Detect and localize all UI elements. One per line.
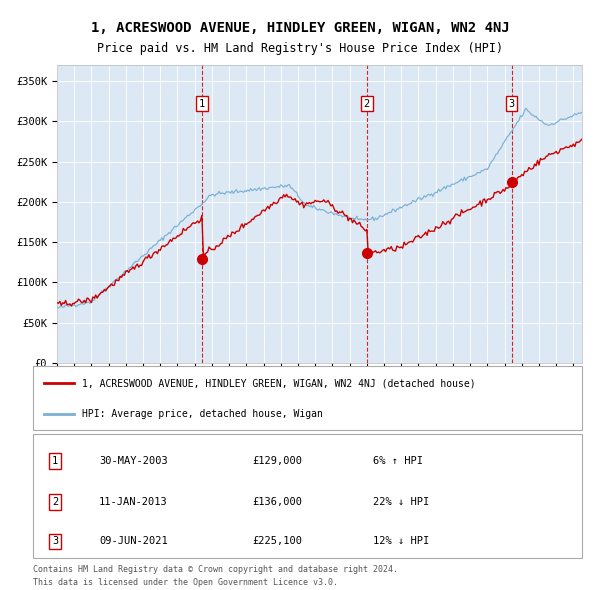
Text: 2: 2 <box>52 497 58 507</box>
Text: 11-JAN-2013: 11-JAN-2013 <box>99 497 167 507</box>
Text: 1, ACRESWOOD AVENUE, HINDLEY GREEN, WIGAN, WN2 4NJ (detached house): 1, ACRESWOOD AVENUE, HINDLEY GREEN, WIGA… <box>82 378 476 388</box>
Text: HPI: Average price, detached house, Wigan: HPI: Average price, detached house, Wiga… <box>82 409 323 418</box>
Text: 30-MAY-2003: 30-MAY-2003 <box>99 456 167 466</box>
FancyBboxPatch shape <box>33 434 582 558</box>
Text: 3: 3 <box>52 536 58 546</box>
FancyBboxPatch shape <box>33 366 582 430</box>
Text: Contains HM Land Registry data © Crown copyright and database right 2024.: Contains HM Land Registry data © Crown c… <box>33 565 398 575</box>
Text: Price paid vs. HM Land Registry's House Price Index (HPI): Price paid vs. HM Land Registry's House … <box>97 42 503 55</box>
Text: 22% ↓ HPI: 22% ↓ HPI <box>373 497 430 507</box>
Text: 1: 1 <box>52 456 58 466</box>
Text: 1: 1 <box>199 99 205 109</box>
Text: £225,100: £225,100 <box>253 536 302 546</box>
Text: This data is licensed under the Open Government Licence v3.0.: This data is licensed under the Open Gov… <box>33 578 338 588</box>
Text: £136,000: £136,000 <box>253 497 302 507</box>
Text: 1, ACRESWOOD AVENUE, HINDLEY GREEN, WIGAN, WN2 4NJ: 1, ACRESWOOD AVENUE, HINDLEY GREEN, WIGA… <box>91 21 509 35</box>
Text: 12% ↓ HPI: 12% ↓ HPI <box>373 536 430 546</box>
Text: 3: 3 <box>509 99 515 109</box>
Text: 6% ↑ HPI: 6% ↑ HPI <box>373 456 424 466</box>
Text: £129,000: £129,000 <box>253 456 302 466</box>
Text: 2: 2 <box>364 99 370 109</box>
Text: 09-JUN-2021: 09-JUN-2021 <box>99 536 167 546</box>
